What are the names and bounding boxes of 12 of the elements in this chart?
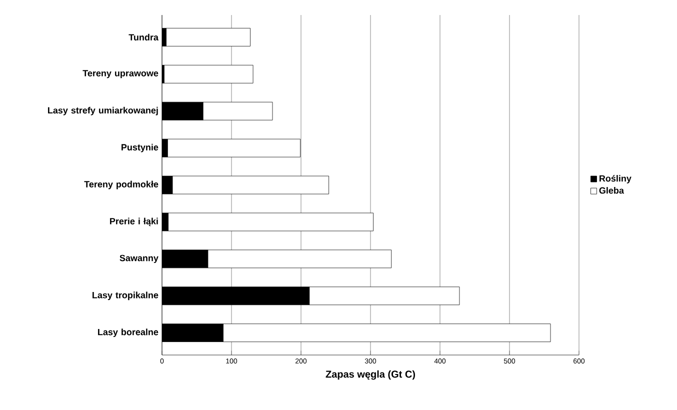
y-tick-label: Sawanny — [120, 254, 158, 263]
legend-label: Rośliny — [600, 174, 632, 184]
y-tick-label: Tereny uprawowe — [82, 70, 158, 78]
legend-label: Gleba — [599, 187, 624, 194]
y-tick-label: Prerie i łąki — [110, 218, 158, 226]
y-tick-label: Lasy strefy umiarkowanej — [48, 106, 158, 116]
y-tick-label: Lasy tropikalne — [92, 292, 158, 300]
x-axis-title: Zapas węgla (Gt C) — [326, 370, 416, 380]
y-tick-label: Tundra — [128, 34, 159, 40]
y-tick-label: Tereny podmokłe — [84, 180, 158, 190]
y-tick-label: Pustynie — [122, 144, 158, 152]
y-tick-label: Lasy borealne — [98, 328, 158, 338]
